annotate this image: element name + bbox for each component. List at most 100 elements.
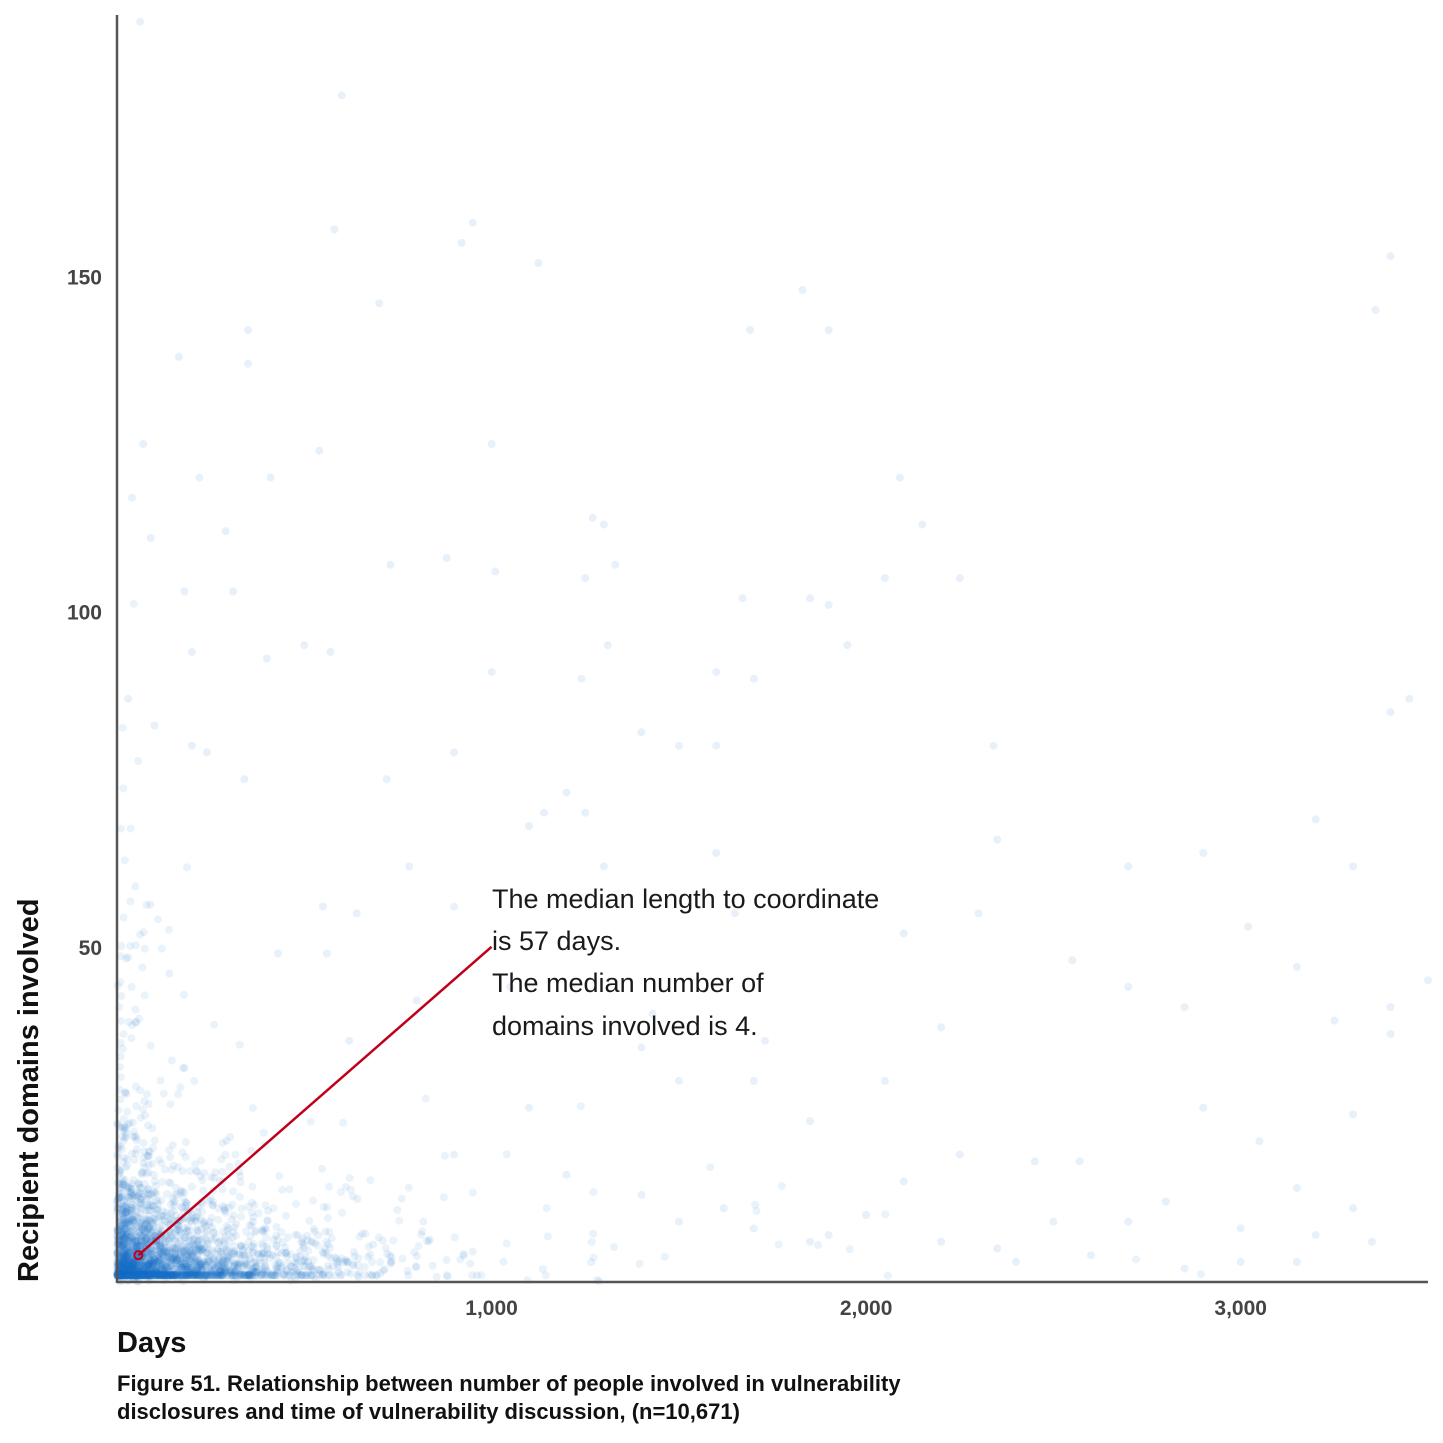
data-point — [118, 1174, 127, 1183]
data-point — [322, 949, 331, 958]
data-point — [221, 1267, 230, 1276]
data-point — [158, 1271, 167, 1280]
data-point — [319, 1203, 328, 1212]
data-point — [120, 1266, 129, 1275]
data-point — [119, 1030, 128, 1039]
data-point — [330, 1271, 339, 1280]
data-point — [117, 1264, 126, 1273]
data-point — [162, 1269, 171, 1278]
data-point — [132, 1242, 141, 1251]
data-point — [188, 1271, 197, 1280]
data-point — [171, 1228, 180, 1237]
data-point — [144, 1160, 153, 1169]
data-point — [132, 1133, 141, 1142]
data-point — [145, 1223, 154, 1231]
data-point — [143, 1221, 152, 1230]
data-point — [309, 1225, 318, 1233]
data-point — [637, 728, 646, 737]
data-point — [142, 1201, 151, 1210]
data-point — [222, 1136, 231, 1145]
data-point — [139, 1271, 148, 1280]
data-point — [128, 1021, 136, 1030]
data-point — [116, 1227, 125, 1236]
data-point — [304, 1262, 313, 1270]
data-point — [245, 1271, 254, 1280]
data-point — [397, 1194, 406, 1203]
data-point — [130, 1269, 139, 1278]
data-point — [250, 1267, 259, 1276]
data-point — [153, 1271, 162, 1280]
data-point — [150, 721, 159, 730]
data-point — [761, 1036, 769, 1045]
data-point — [326, 647, 335, 656]
data-point — [189, 1213, 198, 1222]
data-point — [133, 1263, 142, 1272]
data-point — [153, 1206, 162, 1215]
median-annotation-line — [137, 945, 493, 1257]
data-point — [158, 1207, 167, 1216]
data-point — [183, 1271, 192, 1280]
data-point — [244, 1202, 253, 1211]
data-point — [250, 1228, 259, 1237]
data-point — [193, 1227, 202, 1236]
data-point — [132, 1145, 141, 1154]
data-point — [138, 1271, 146, 1280]
data-point — [198, 1266, 207, 1275]
data-point — [199, 1220, 208, 1229]
data-point — [183, 1223, 192, 1231]
data-point — [120, 1270, 129, 1279]
data-point — [124, 1242, 133, 1251]
data-point — [129, 599, 138, 608]
data-point — [300, 1262, 309, 1271]
data-point — [336, 1271, 345, 1280]
data-point — [144, 1271, 153, 1280]
data-point — [135, 1222, 144, 1231]
data-point — [139, 1138, 148, 1147]
data-point — [319, 1249, 328, 1258]
data-point — [180, 1229, 189, 1238]
data-point — [130, 1274, 139, 1283]
data-point — [122, 1129, 131, 1138]
data-point — [126, 1206, 135, 1215]
data-point — [774, 1240, 783, 1249]
data-point — [116, 1258, 125, 1267]
data-point — [155, 1223, 164, 1232]
data-point — [221, 1151, 230, 1159]
data-point — [131, 1237, 140, 1246]
data-point — [266, 473, 275, 482]
data-point — [152, 1189, 161, 1198]
data-point — [129, 1260, 138, 1269]
data-point — [223, 1226, 232, 1235]
data-point — [228, 1266, 237, 1275]
data-point — [143, 1249, 152, 1258]
data-point — [328, 1262, 337, 1271]
data-point — [196, 1214, 205, 1223]
data-point — [219, 1271, 228, 1280]
data-point — [146, 1271, 155, 1280]
data-point — [128, 1225, 137, 1234]
data-point — [185, 1256, 194, 1265]
data-point — [204, 1257, 213, 1266]
data-point — [172, 1243, 181, 1252]
data-point — [237, 1212, 246, 1221]
data-point — [197, 1244, 206, 1253]
data-point — [160, 1247, 169, 1256]
data-point — [1086, 1251, 1095, 1260]
data-point — [323, 1214, 332, 1223]
data-point — [120, 1271, 129, 1280]
data-point — [157, 1212, 166, 1221]
data-point — [119, 1227, 128, 1235]
data-point — [187, 1270, 196, 1279]
data-point — [1386, 252, 1395, 261]
data-point — [131, 1231, 140, 1240]
data-point — [123, 1161, 132, 1170]
data-point — [214, 1263, 223, 1271]
data-point — [166, 1262, 175, 1271]
data-point — [136, 1236, 145, 1244]
data-point — [184, 1271, 193, 1280]
data-point — [132, 1202, 140, 1210]
data-point — [171, 1183, 180, 1192]
data-point — [116, 1266, 125, 1275]
data-point — [183, 1226, 192, 1235]
data-point — [190, 1271, 199, 1280]
